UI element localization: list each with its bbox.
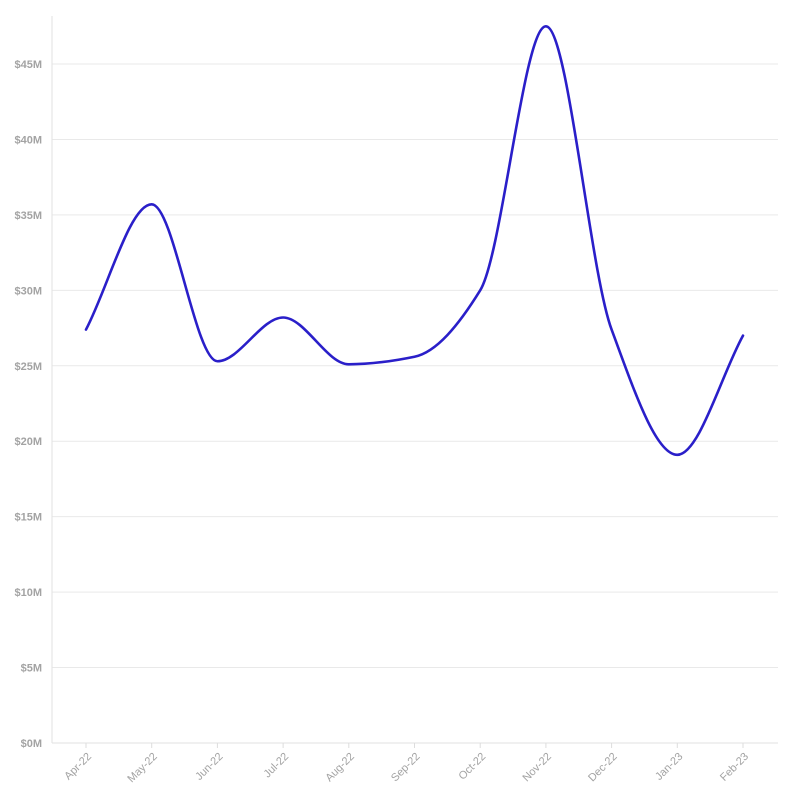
data-point[interactable] xyxy=(606,324,618,336)
axis-layer xyxy=(51,16,778,744)
y-tick-label: $45M xyxy=(14,59,42,71)
y-tick-label: $10M xyxy=(14,587,42,599)
x-tick-label: Nov-22 xyxy=(520,751,554,785)
data-point[interactable] xyxy=(671,449,683,461)
data-point[interactable] xyxy=(474,284,486,296)
x-tick-label: Jun-22 xyxy=(193,751,225,783)
x-tick-label: Sep-22 xyxy=(389,751,423,785)
x-tick-label: Aug-22 xyxy=(323,751,357,785)
data-point[interactable] xyxy=(343,358,355,370)
y-tick-label: $15M xyxy=(14,512,42,524)
y-tick-label: $20M xyxy=(14,436,42,448)
x-tick-label: Jul-22 xyxy=(262,751,292,781)
y-tick-label: $30M xyxy=(14,285,42,297)
x-tick-label: Feb-23 xyxy=(718,751,751,784)
series-line xyxy=(84,24,745,457)
x-tick-label: Jan-23 xyxy=(653,751,685,783)
x-tick-label: May-22 xyxy=(125,751,159,785)
series-layer xyxy=(80,20,749,461)
y-axis-tick-labels: $0M $5M $10M $15M $20M $25M $30M $35M $40M $45M xyxy=(14,59,42,750)
data-point[interactable] xyxy=(80,324,92,336)
x-tick-label: Dec-22 xyxy=(586,751,620,785)
y-tick-label: $25M xyxy=(14,361,42,373)
data-point[interactable] xyxy=(540,20,552,32)
grid-layer xyxy=(52,63,778,669)
data-point[interactable] xyxy=(277,311,289,323)
y-tick-label: $40M xyxy=(14,134,42,146)
data-point[interactable] xyxy=(211,355,223,367)
data-point[interactable] xyxy=(737,330,749,342)
data-point[interactable] xyxy=(146,198,158,210)
x-tick-label: Oct-22 xyxy=(456,751,488,783)
y-tick-label: $0M xyxy=(21,738,42,750)
y-tick-label: $5M xyxy=(21,663,42,675)
y-tick-label: $35M xyxy=(14,210,42,222)
x-axis-tick-labels: Apr-22 May-22 Jun-22 Jul-22 Aug-22 Sep-22 Oct-… xyxy=(62,743,751,785)
x-tick-label: Apr-22 xyxy=(62,751,94,783)
data-point[interactable] xyxy=(409,351,421,363)
